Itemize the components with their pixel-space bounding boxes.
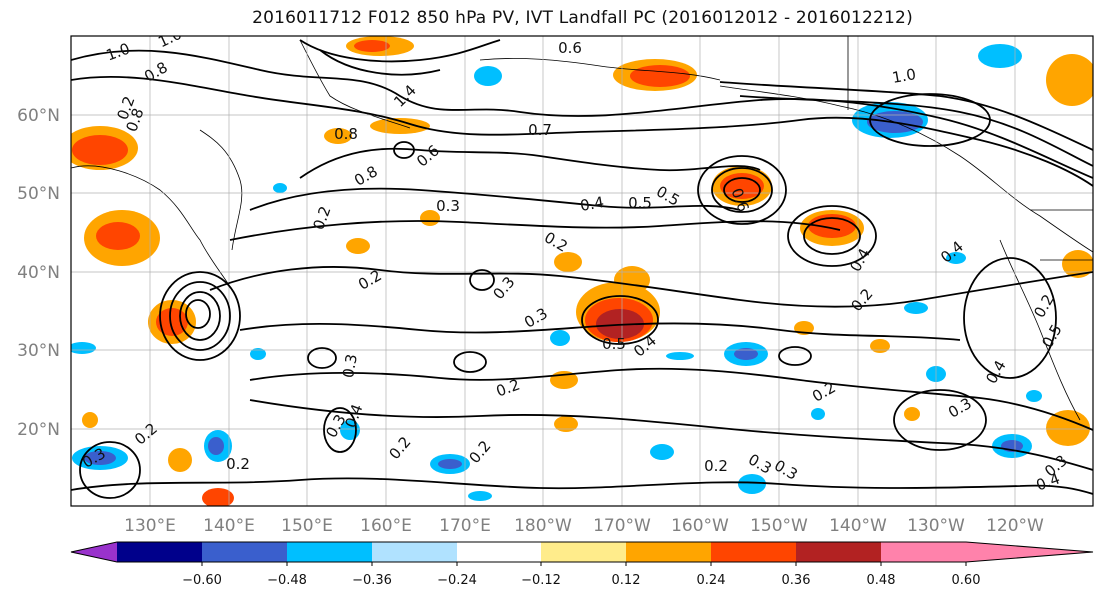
- contour-label: 0.4: [579, 193, 606, 215]
- colorbar-tick-label: 0.36: [782, 573, 811, 588]
- lon-label: 120°W: [986, 516, 1044, 536]
- colorbar-segment: [711, 542, 796, 562]
- contour-label: 1.0: [891, 65, 918, 87]
- lon-label: 150°E: [281, 516, 333, 536]
- contour-label: 0.6: [558, 39, 582, 57]
- contour-label: 0.7: [528, 121, 552, 139]
- colorbar-tick-label: −0.60: [182, 573, 222, 588]
- lat-label: 20°N: [17, 420, 60, 440]
- colorbar-segment: [626, 542, 711, 562]
- lon-label: 160°E: [360, 516, 412, 536]
- lat-label: 50°N: [17, 184, 60, 204]
- colorbar-segment: [287, 542, 372, 562]
- colorbar-segment: [881, 542, 966, 562]
- lon-label: 140°W: [829, 516, 887, 536]
- colorbar-segment: [541, 542, 626, 562]
- colorbar-segment: [202, 542, 287, 562]
- contour-label: 0.5: [602, 335, 626, 353]
- contour-label: 0.5: [628, 194, 652, 212]
- lat-label: 60°N: [17, 106, 60, 126]
- contour-label: 0.3: [436, 197, 460, 215]
- longitude-labels: 130°E 140°E 150°E 160°E 170°E 180°W 170°…: [124, 516, 1044, 536]
- colorbar-segment: [796, 542, 881, 562]
- lon-label: 160°W: [671, 516, 729, 536]
- lon-label: 130°W: [907, 516, 965, 536]
- map-border: [70, 35, 1094, 507]
- lon-label: 150°W: [750, 516, 808, 536]
- lon-label: 170°W: [593, 516, 651, 536]
- lat-label: 40°N: [17, 263, 60, 283]
- contour-label: 0.2: [226, 455, 250, 473]
- colorbar-over-arrow: [966, 542, 1093, 562]
- lon-label: 140°E: [203, 516, 255, 536]
- colorbar-segment: [372, 542, 457, 562]
- colorbar-tick-label: −0.24: [437, 573, 477, 588]
- colorbar-tick-label: −0.12: [521, 573, 561, 588]
- ivt-contours: [71, 39, 1093, 499]
- colorbar-tick-label: 0.48: [867, 573, 896, 588]
- contour-label: 0.3: [339, 353, 361, 380]
- colorbar-tick-label: −0.48: [267, 573, 307, 588]
- contour-label: 0.8: [334, 125, 358, 143]
- colorbar-tick-label: 0.60: [952, 573, 981, 588]
- colorbar-tick-label: 0.12: [612, 573, 641, 588]
- lon-label: 130°E: [124, 516, 176, 536]
- contour-label: 0.2: [704, 457, 728, 475]
- gridlines: [71, 36, 1093, 506]
- colorbar-tick-label: −0.36: [352, 573, 392, 588]
- latitude-labels: 60°N 50°N 40°N 30°N 20°N: [17, 106, 60, 440]
- lat-label: 30°N: [17, 341, 60, 361]
- colorbar-segment: [117, 542, 202, 562]
- colorbar-under-arrow: [71, 542, 117, 562]
- colorbar: −0.60 −0.48 −0.36 −0.24 −0.12 0.12 0.24 …: [70, 541, 1094, 588]
- map-title: 2016011712 F012 850 hPa PV, IVT Landfall…: [252, 8, 913, 28]
- colorbar-tick-label: 0.24: [697, 573, 726, 588]
- colorbar-segment: [457, 542, 541, 562]
- lon-label: 180°W: [514, 516, 572, 536]
- lon-label: 170°E: [439, 516, 491, 536]
